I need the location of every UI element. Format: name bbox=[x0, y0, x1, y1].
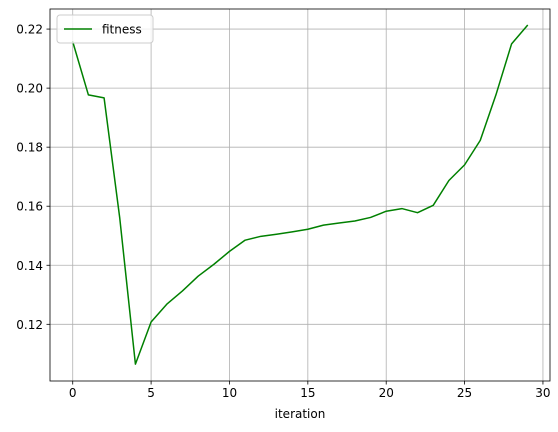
y-tick-label: 0.20 bbox=[16, 82, 43, 96]
legend: fitness bbox=[56, 14, 154, 44]
legend-label: fitness bbox=[102, 23, 142, 37]
x-tick-label: 30 bbox=[535, 386, 550, 400]
y-tick-label: 0.12 bbox=[16, 318, 43, 332]
plot-area-frame bbox=[49, 8, 551, 382]
x-tick-label: 0 bbox=[69, 386, 77, 400]
y-tick-label: 0.18 bbox=[16, 141, 43, 155]
series-line-fitness bbox=[71, 24, 529, 365]
x-axis-ticks: 0 5 10 15 20 25 30 bbox=[69, 381, 551, 400]
y-axis-ticks: 0.12 0.14 0.16 0.18 0.20 0.22 bbox=[16, 23, 50, 332]
x-tick-label: 10 bbox=[222, 386, 237, 400]
y-tick-label: 0.14 bbox=[16, 259, 43, 273]
series-lines bbox=[71, 24, 529, 365]
y-tick-label: 0.16 bbox=[16, 200, 43, 214]
grid-lines bbox=[50, 9, 550, 381]
x-tick-label: 5 bbox=[147, 386, 155, 400]
x-tick-label: 15 bbox=[300, 386, 315, 400]
x-tick-label: 20 bbox=[379, 386, 394, 400]
x-axis-label: iteration bbox=[275, 407, 326, 421]
legend-box bbox=[56, 14, 154, 44]
x-tick-label: 25 bbox=[457, 386, 472, 400]
y-tick-label: 0.22 bbox=[16, 23, 43, 37]
